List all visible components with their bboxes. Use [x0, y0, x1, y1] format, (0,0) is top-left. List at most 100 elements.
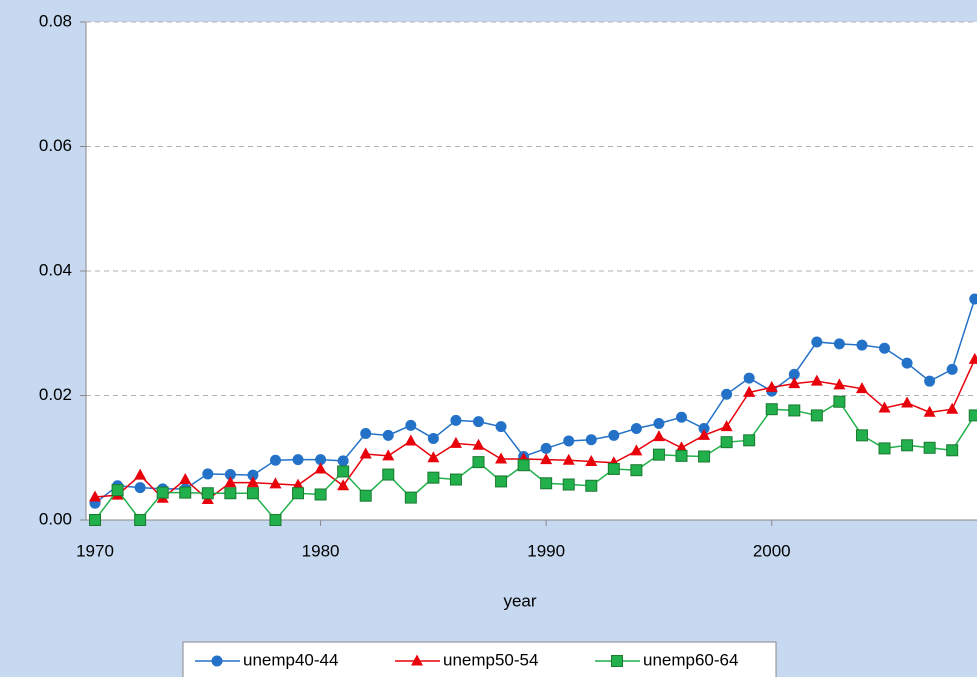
marker: [224, 476, 237, 488]
marker: [382, 468, 395, 481]
legend-label: unemp40-44: [243, 650, 338, 669]
marker: [676, 411, 688, 423]
marker: [449, 473, 462, 486]
y-tick-label: 0.06: [39, 136, 72, 155]
marker: [810, 374, 823, 386]
marker: [607, 462, 620, 475]
marker: [562, 478, 575, 491]
legend-marker: [211, 655, 223, 667]
marker: [314, 488, 327, 501]
legend-label: unemp60-64: [643, 650, 738, 669]
marker: [517, 459, 530, 472]
marker: [946, 363, 958, 375]
marker: [788, 404, 801, 417]
marker: [314, 462, 327, 474]
marker: [269, 454, 281, 466]
x-tick-label: 2000: [753, 541, 791, 560]
marker: [337, 479, 350, 491]
marker: [743, 385, 756, 397]
marker: [450, 414, 462, 426]
marker: [901, 396, 914, 408]
x-tick-label: 1990: [527, 541, 565, 560]
marker: [292, 478, 305, 490]
marker: [495, 421, 507, 433]
marker: [653, 418, 665, 430]
marker: [540, 453, 553, 465]
marker: [675, 441, 688, 453]
y-tick-label: 0.04: [39, 260, 72, 279]
marker: [765, 380, 778, 392]
marker: [901, 439, 914, 452]
marker: [292, 454, 304, 466]
marker: [337, 455, 349, 467]
marker: [585, 434, 597, 446]
legend-marker: [611, 655, 623, 667]
marker: [833, 338, 845, 350]
marker: [472, 416, 484, 428]
marker: [247, 469, 259, 481]
marker: [111, 484, 124, 497]
marker: [608, 429, 620, 441]
marker: [765, 403, 778, 416]
marker: [563, 435, 575, 447]
legend: unemp40-44 unemp50-54 unemp60-64: [182, 641, 777, 677]
marker: [630, 444, 643, 456]
y-tick-label: 0.02: [39, 385, 72, 404]
marker: [810, 409, 823, 422]
marker: [721, 388, 733, 400]
legend-label: unemp50-54: [443, 650, 538, 669]
marker: [833, 395, 846, 408]
marker: [698, 422, 710, 434]
marker: [788, 368, 800, 380]
marker: [315, 454, 327, 466]
marker: [652, 430, 665, 442]
marker: [495, 452, 508, 464]
x-tick-label: 1970: [76, 541, 114, 560]
marker: [585, 479, 598, 492]
marker: [337, 465, 350, 478]
marker: [923, 441, 936, 454]
marker: [652, 448, 665, 461]
marker: [404, 491, 417, 504]
marker: [382, 429, 394, 441]
marker: [720, 420, 733, 432]
marker: [968, 352, 977, 364]
marker: [495, 475, 508, 488]
marker: [855, 382, 868, 394]
marker: [946, 444, 959, 457]
marker: [382, 449, 395, 461]
marker: [924, 375, 936, 387]
marker: [427, 471, 440, 484]
marker: [743, 434, 756, 447]
series-line: [94, 400, 976, 522]
marker: [269, 477, 282, 489]
marker: [246, 476, 259, 488]
legend-marker: [411, 654, 423, 666]
marker: [404, 434, 417, 446]
marker: [923, 405, 936, 417]
marker: [224, 487, 237, 500]
marker: [134, 468, 147, 480]
marker: [833, 378, 846, 390]
marker: [878, 401, 891, 413]
marker: [449, 436, 462, 448]
marker: [359, 447, 372, 459]
marker: [360, 427, 372, 439]
marker: [811, 336, 823, 348]
marker: [878, 442, 891, 455]
marker: [856, 339, 868, 351]
marker: [540, 442, 552, 454]
marker: [472, 438, 485, 450]
marker: [675, 449, 688, 462]
marker: [472, 456, 485, 469]
marker: [202, 468, 214, 480]
marker: [946, 402, 959, 414]
marker: [427, 451, 440, 463]
marker: [179, 486, 192, 499]
marker: [224, 469, 236, 481]
marker: [540, 477, 553, 490]
marker: [630, 464, 643, 477]
marker: [359, 489, 372, 502]
marker: [427, 432, 439, 444]
